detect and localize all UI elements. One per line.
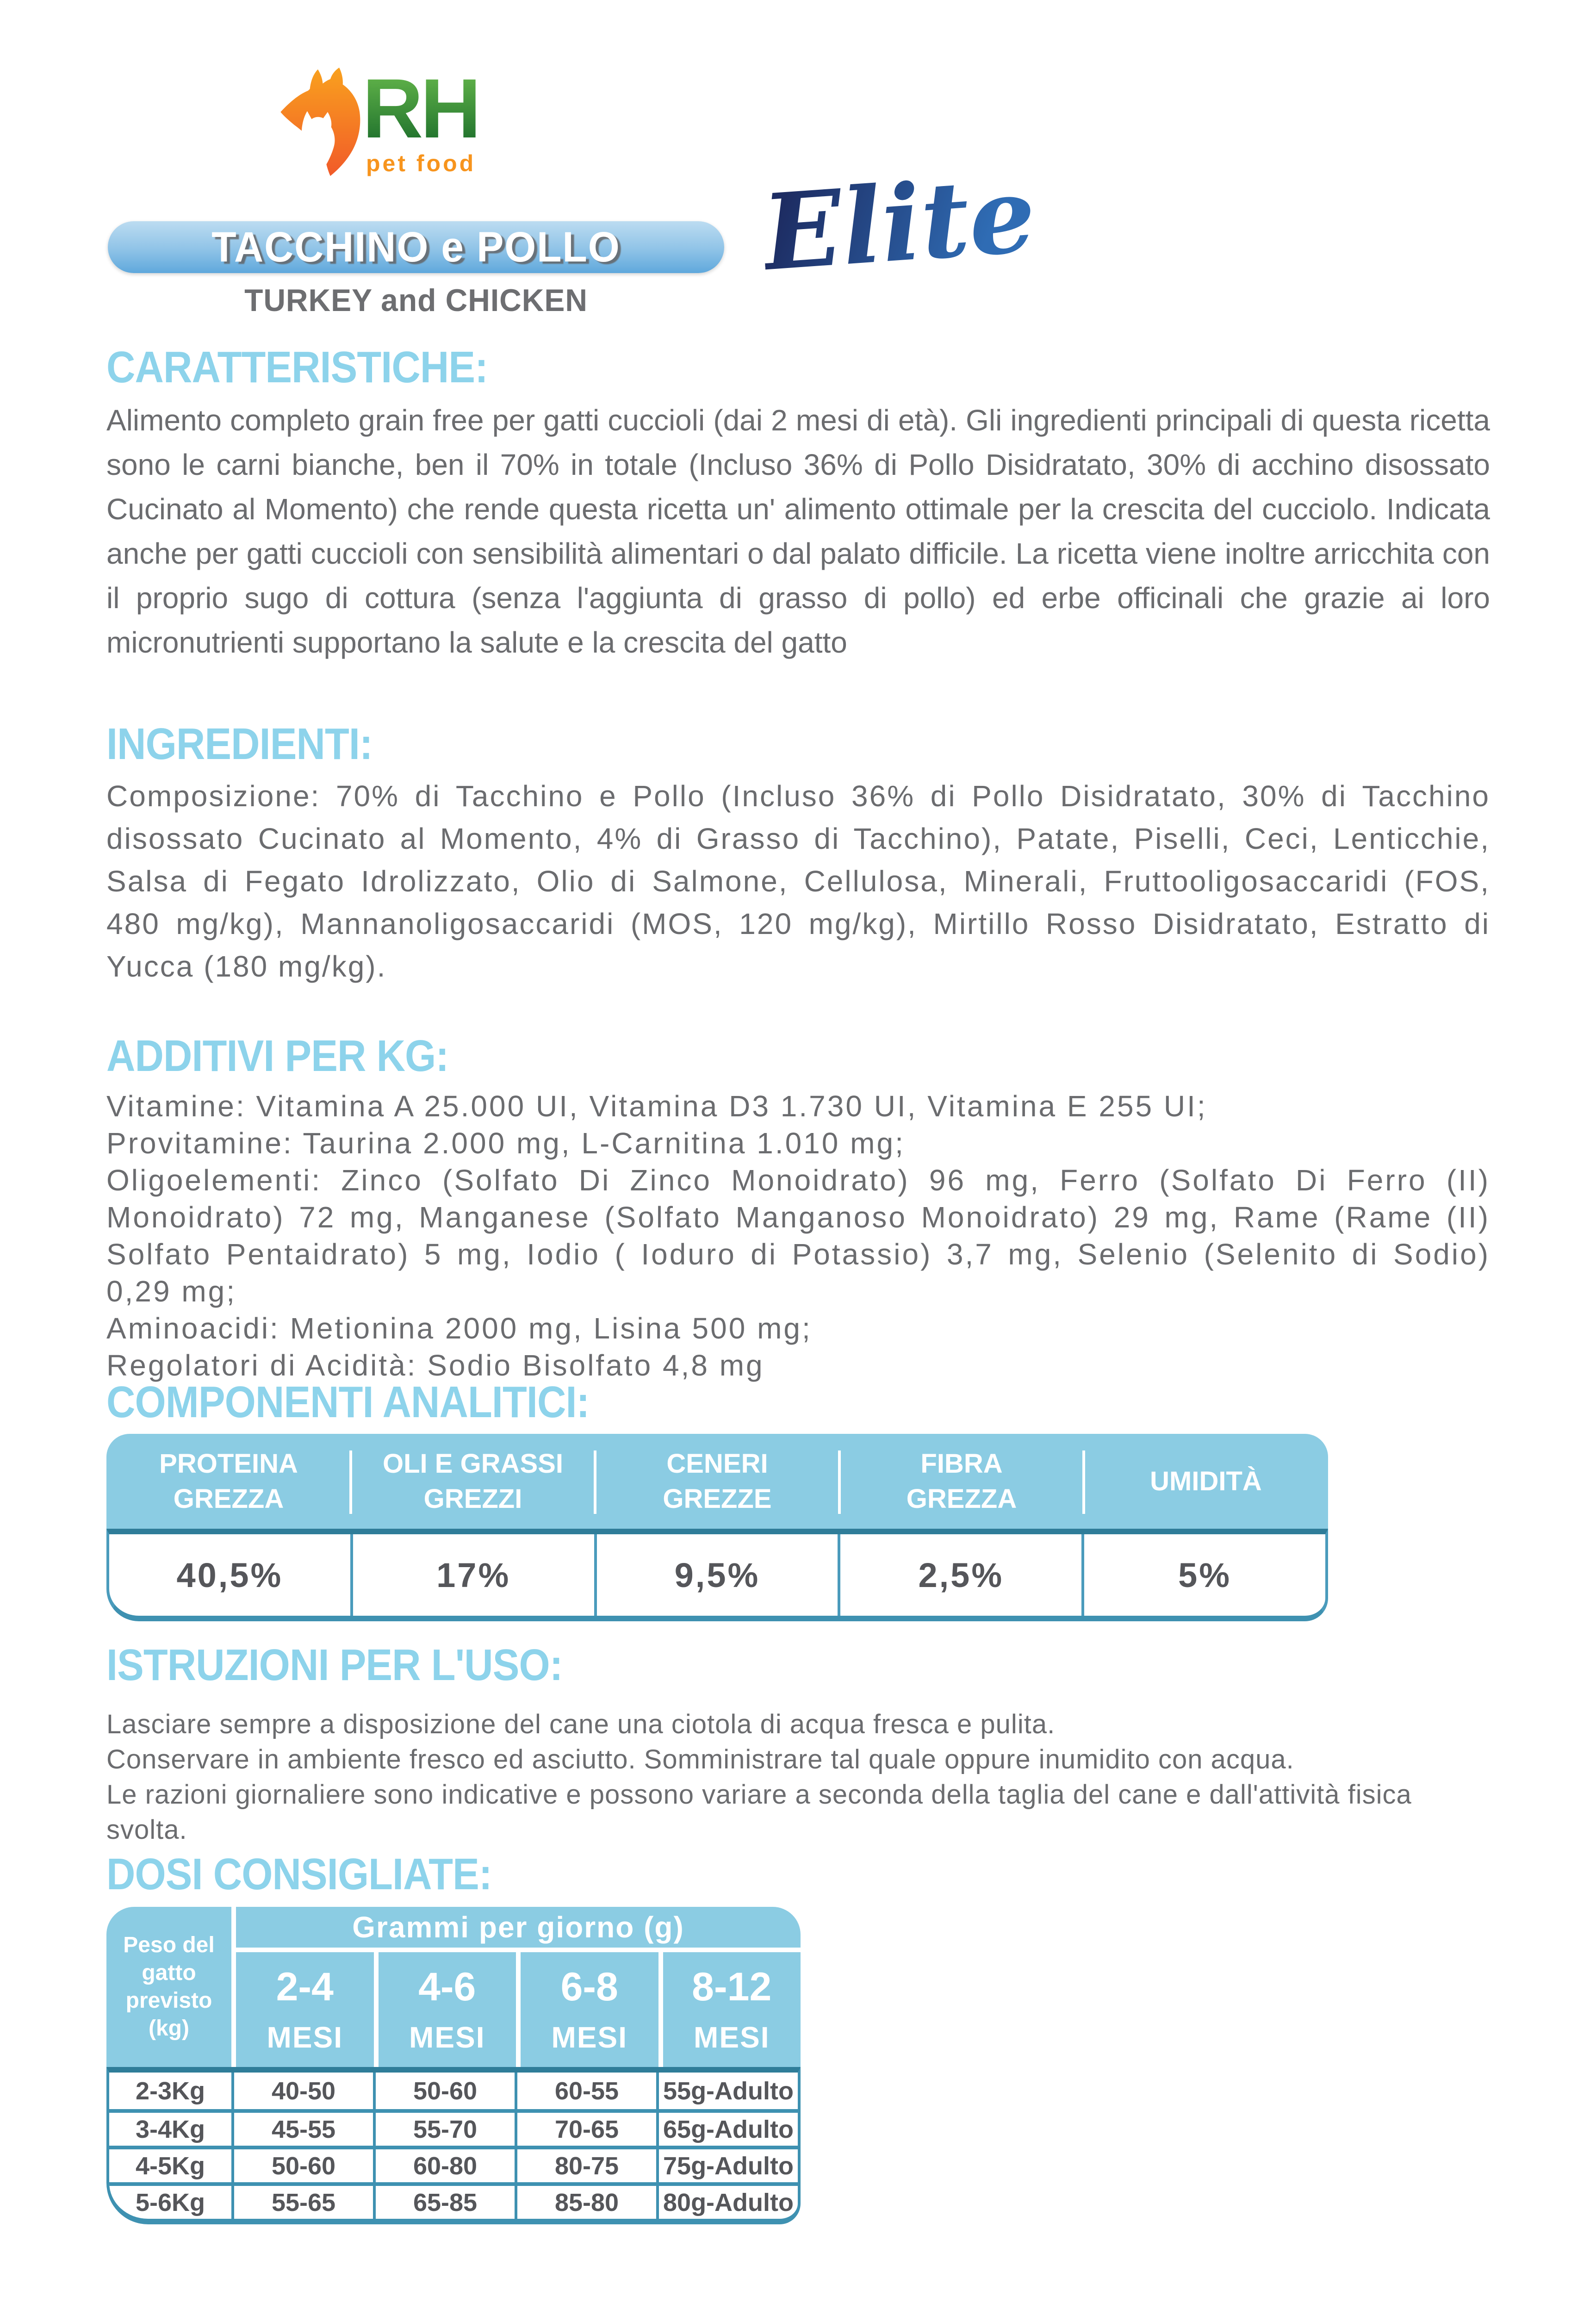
dose-cell: 55-70	[373, 2109, 515, 2146]
product-banner: TACCHINO e POLLO	[108, 221, 724, 273]
istruzioni-line: Lasciare sempre a disposizione del cane …	[106, 1709, 1056, 1739]
weight-cell: 2-3Kg	[135, 2077, 205, 2105]
weight-cell: 3-4Kg	[109, 2109, 231, 2146]
dosing-column-header: 2-4 MESI	[231, 1948, 374, 2067]
dosi-heading: DOSI CONSIGLIATE:	[106, 1849, 492, 1899]
analytic-header-cell: OLI E GRASSI GREZZI	[349, 1434, 595, 1529]
dose-cell: 65-85	[373, 2182, 515, 2219]
dose-cell: 80-75	[515, 2146, 656, 2182]
analytic-table: PROTEINA GREZZA OLI E GRASSI GREZZI CENE…	[106, 1434, 1328, 1621]
istruzioni-line: Le razioni giornaliere sono indicative e…	[106, 1780, 1412, 1845]
weight-cell: 5-6Kg	[109, 2182, 231, 2219]
header-line: OLI E GRASSI	[383, 1448, 563, 1479]
analytic-table-value-row: 40,5% 17% 9,5% 2,5% 5%	[106, 1529, 1328, 1621]
analytic-value-cell: 17%	[350, 1534, 594, 1616]
section-componenti-analitici: COMPONENTI ANALITICI: PROTEINA GREZZA OL…	[106, 1378, 1490, 1621]
analytic-header-cell: PROTEINA GREZZA	[106, 1434, 351, 1529]
dose-cell: 75g-Adulto	[656, 2146, 798, 2182]
dosing-table: Peso del gatto previsto (kg) Grammi per …	[106, 1907, 801, 2224]
age-unit: MESI	[694, 2021, 770, 2054]
header-line: CENERI	[666, 1448, 768, 1479]
section-caratteristiche: CARATTERISTICHE: Alimento completo grain…	[106, 343, 1490, 665]
dose-cell: 45-55	[231, 2109, 373, 2146]
dose-cell: 70-65	[515, 2109, 656, 2146]
istruzioni-heading: ISTRUZIONI PER L'USO:	[106, 1640, 563, 1690]
dose-cell: 65g-Adulto	[656, 2109, 798, 2146]
istruzioni-line: Conservare in ambiente fresco ed asciutt…	[106, 1744, 1294, 1774]
product-subtitle: TURKEY and CHICKEN	[244, 283, 588, 318]
header-line: PROTEINA	[159, 1448, 298, 1479]
section-dosi-consigliate: DOSI CONSIGLIATE: Peso del gatto previst…	[106, 1850, 1490, 2224]
dose-cell: 55g-Adulto	[656, 2073, 798, 2109]
age-unit: MESI	[409, 2021, 485, 2054]
analytic-value-cell: 40,5%	[176, 1556, 283, 1594]
dosing-table-body: 2-3Kg 40-50 50-60 60-55 55g-Adulto 3-4Kg…	[106, 2067, 801, 2224]
caratteristiche-heading: CARATTERISTICHE:	[106, 342, 488, 392]
analytic-header-cell: CENERI GREZZE	[594, 1434, 839, 1529]
header-line: FIBRA	[920, 1448, 1003, 1479]
header-line: GREZZA	[906, 1483, 1017, 1514]
analytic-header-cell: FIBRA GREZZA	[838, 1434, 1084, 1529]
dose-cell: 60-55	[515, 2073, 656, 2109]
dose-cell: 50-60	[373, 2073, 515, 2109]
weight-cell: 4-5Kg	[109, 2146, 231, 2182]
dose-cell: 40-50	[231, 2073, 373, 2109]
dose-cell: 60-80	[373, 2146, 515, 2182]
dosing-group-header: Grammi per giorno (g)	[231, 1907, 801, 1948]
additivi-heading: ADDITIVI PER KG:	[106, 1031, 449, 1081]
section-istruzioni: ISTRUZIONI PER L'USO: Lasciare sempre a …	[106, 1641, 1490, 1848]
additivi-line: Provitamine: Taurina 2.000 mg, L-Carniti…	[106, 1127, 905, 1160]
dosing-column-header: 4-6 MESI	[373, 1948, 516, 2067]
dose-cell: 85-80	[515, 2182, 656, 2219]
dog-and-cat-logo-icon	[280, 68, 360, 176]
age-unit: MESI	[267, 2021, 343, 2054]
section-additivi: ADDITIVI PER KG: Vitamine: Vitamina A 25…	[106, 1032, 1490, 1384]
header-line: GREZZE	[663, 1483, 772, 1514]
additivi-line: Aminoacidi: Metionina 2000 mg, Lisina 50…	[106, 1312, 812, 1345]
additivi-line: Oligoelementi: Zinco (Solfato Di Zinco M…	[106, 1164, 1490, 1308]
dosing-table-header: Peso del gatto previsto (kg) Grammi per …	[106, 1907, 801, 2067]
analytic-value-cell: 5%	[1081, 1534, 1325, 1616]
caratteristiche-body: Alimento completo grain free per gatti c…	[106, 404, 1490, 659]
brand-logo: RH pet food	[275, 64, 516, 184]
analytic-header-cell: UMIDITÀ	[1082, 1434, 1328, 1529]
header-line: UMIDITÀ	[1150, 1466, 1262, 1496]
dose-cell: 50-60	[231, 2146, 373, 2182]
istruzioni-list: Lasciare sempre a disposizione del cane …	[106, 1707, 1490, 1848]
header-line: GREZZI	[423, 1483, 522, 1514]
header-line: GREZZA	[173, 1483, 284, 1514]
age-range: 2-4	[276, 1965, 334, 2009]
analytic-value-cell: 9,5%	[594, 1534, 838, 1616]
product-banner-text: TACCHINO e POLLO	[211, 223, 621, 271]
ingredienti-body: Composizione: 70% di Tacchino e Pollo (I…	[106, 779, 1490, 983]
range-logo: Elite	[758, 153, 1039, 295]
dosing-corner-cell: Peso del gatto previsto (kg)	[106, 1907, 231, 2067]
brand-tagline: pet food	[366, 150, 476, 176]
additivi-line: Regolatori di Acidità: Sodio Bisolfato 4…	[106, 1349, 764, 1382]
section-ingredienti: INGREDIENTI: Composizione: 70% di Tacchi…	[106, 720, 1490, 988]
dosing-column-header: 8-12 MESI	[658, 1948, 801, 2067]
age-range: 8-12	[692, 1965, 772, 2009]
age-range: 6-8	[560, 1965, 618, 2009]
dose-cell: 55-65	[231, 2182, 373, 2219]
analytic-value-cell: 2,5%	[838, 1534, 1081, 1616]
additivi-list: Vitamine: Vitamina A 25.000 UI, Vitamina…	[106, 1088, 1490, 1384]
dosing-column-header: 6-8 MESI	[516, 1948, 658, 2067]
analytic-table-header-row: PROTEINA GREZZA OLI E GRASSI GREZZI CENE…	[106, 1434, 1328, 1529]
dose-cell: 80g-Adulto	[656, 2182, 798, 2219]
age-range: 4-6	[418, 1965, 476, 2009]
componenti-heading: COMPONENTI ANALITICI:	[106, 1377, 590, 1427]
age-unit: MESI	[551, 2021, 627, 2054]
additivi-line: Vitamine: Vitamina A 25.000 UI, Vitamina…	[106, 1089, 1207, 1123]
ingredienti-heading: INGREDIENTI:	[106, 719, 373, 769]
brand-name: RH	[362, 61, 481, 156]
